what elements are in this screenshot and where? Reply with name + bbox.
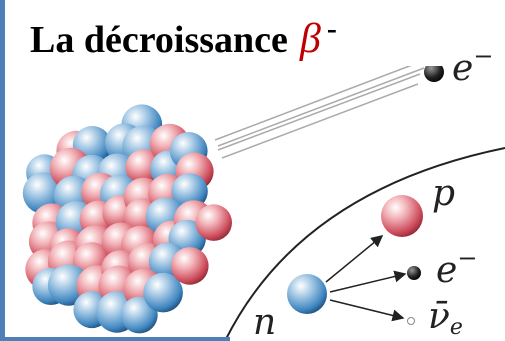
nucleon — [171, 247, 209, 285]
charge: − — [473, 42, 493, 70]
title-symbol: β — [299, 16, 321, 62]
proton — [381, 195, 423, 237]
symbol: e — [452, 48, 473, 89]
title-superscript: - — [327, 12, 337, 45]
neutron-label: n — [253, 302, 276, 341]
symbol: e — [436, 250, 457, 291]
proton-label: p — [432, 173, 455, 214]
title-text: La décroissance — [30, 19, 288, 61]
subscript: e — [450, 315, 463, 340]
bottom-border — [0, 337, 230, 341]
neutron — [287, 274, 327, 314]
page: e− p e− ν̄e n La décroissanceβ- (() => {… — [0, 0, 505, 341]
electron — [407, 266, 421, 280]
symbol: ν̄ — [428, 296, 450, 337]
left-border — [0, 0, 5, 341]
beta-decay-diagram: e− p e− ν̄e n La décroissanceβ- — [0, 0, 505, 341]
charge: − — [457, 244, 477, 272]
nucleon — [195, 204, 232, 241]
antineutrino — [408, 318, 415, 325]
